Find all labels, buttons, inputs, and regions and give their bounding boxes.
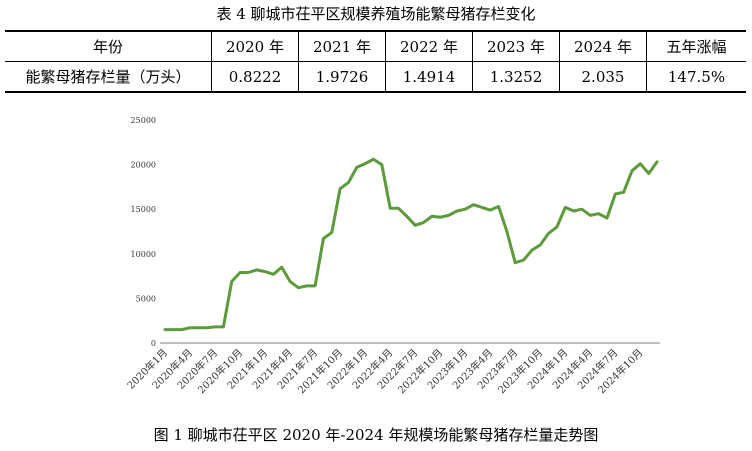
- header-cell-2020: 2020 年: [211, 30, 299, 62]
- sow-inventory-line-chart: 05000100001500020000250002020年1月2020年4月2…: [124, 116, 660, 396]
- cell-2022: 1.4914: [385, 61, 473, 93]
- header-cell-2022: 2022 年: [385, 30, 473, 62]
- table-data-row: 能繁母猪存栏量（万头） 0.8222 1.9726 1.4914 1.3252 …: [5, 61, 746, 93]
- cell-2021: 1.9726: [298, 61, 386, 93]
- sow-inventory-table: 年份 2020 年 2021 年 2022 年 2023 年 2024 年 五年…: [5, 30, 746, 93]
- data-series-line: [163, 157, 659, 332]
- cell-2024: 2.035: [559, 61, 647, 93]
- y-tick-label: 10000: [131, 250, 156, 259]
- table-title: 表 4 聊城市茌平区规模养殖场能繁母猪存栏变化: [216, 5, 536, 23]
- y-tick-label: 0: [151, 339, 156, 348]
- header-cell-2021: 2021 年: [298, 30, 386, 62]
- table-header-row: 年份 2020 年 2021 年 2022 年 2023 年 2024 年 五年…: [5, 30, 746, 62]
- y-tick-label: 15000: [131, 205, 156, 214]
- header-cell-year: 年份: [5, 30, 212, 62]
- figure-caption: 图 1 聊城市茌平区 2020 年-2024 年规模场能繁母猪存栏量走势图: [153, 426, 599, 444]
- y-tick-label: 25000: [131, 116, 156, 125]
- row-label: 能繁母猪存栏量（万头）: [5, 61, 212, 93]
- header-cell-growth: 五年涨幅: [646, 30, 746, 62]
- y-tick-label: 20000: [131, 161, 156, 170]
- header-cell-2024: 2024 年: [559, 30, 647, 62]
- cell-2020: 0.8222: [211, 61, 299, 93]
- cell-2023: 1.3252: [472, 61, 560, 93]
- y-tick-label: 5000: [136, 294, 156, 303]
- header-cell-2023: 2023 年: [472, 30, 560, 62]
- cell-growth: 147.5%: [646, 61, 746, 93]
